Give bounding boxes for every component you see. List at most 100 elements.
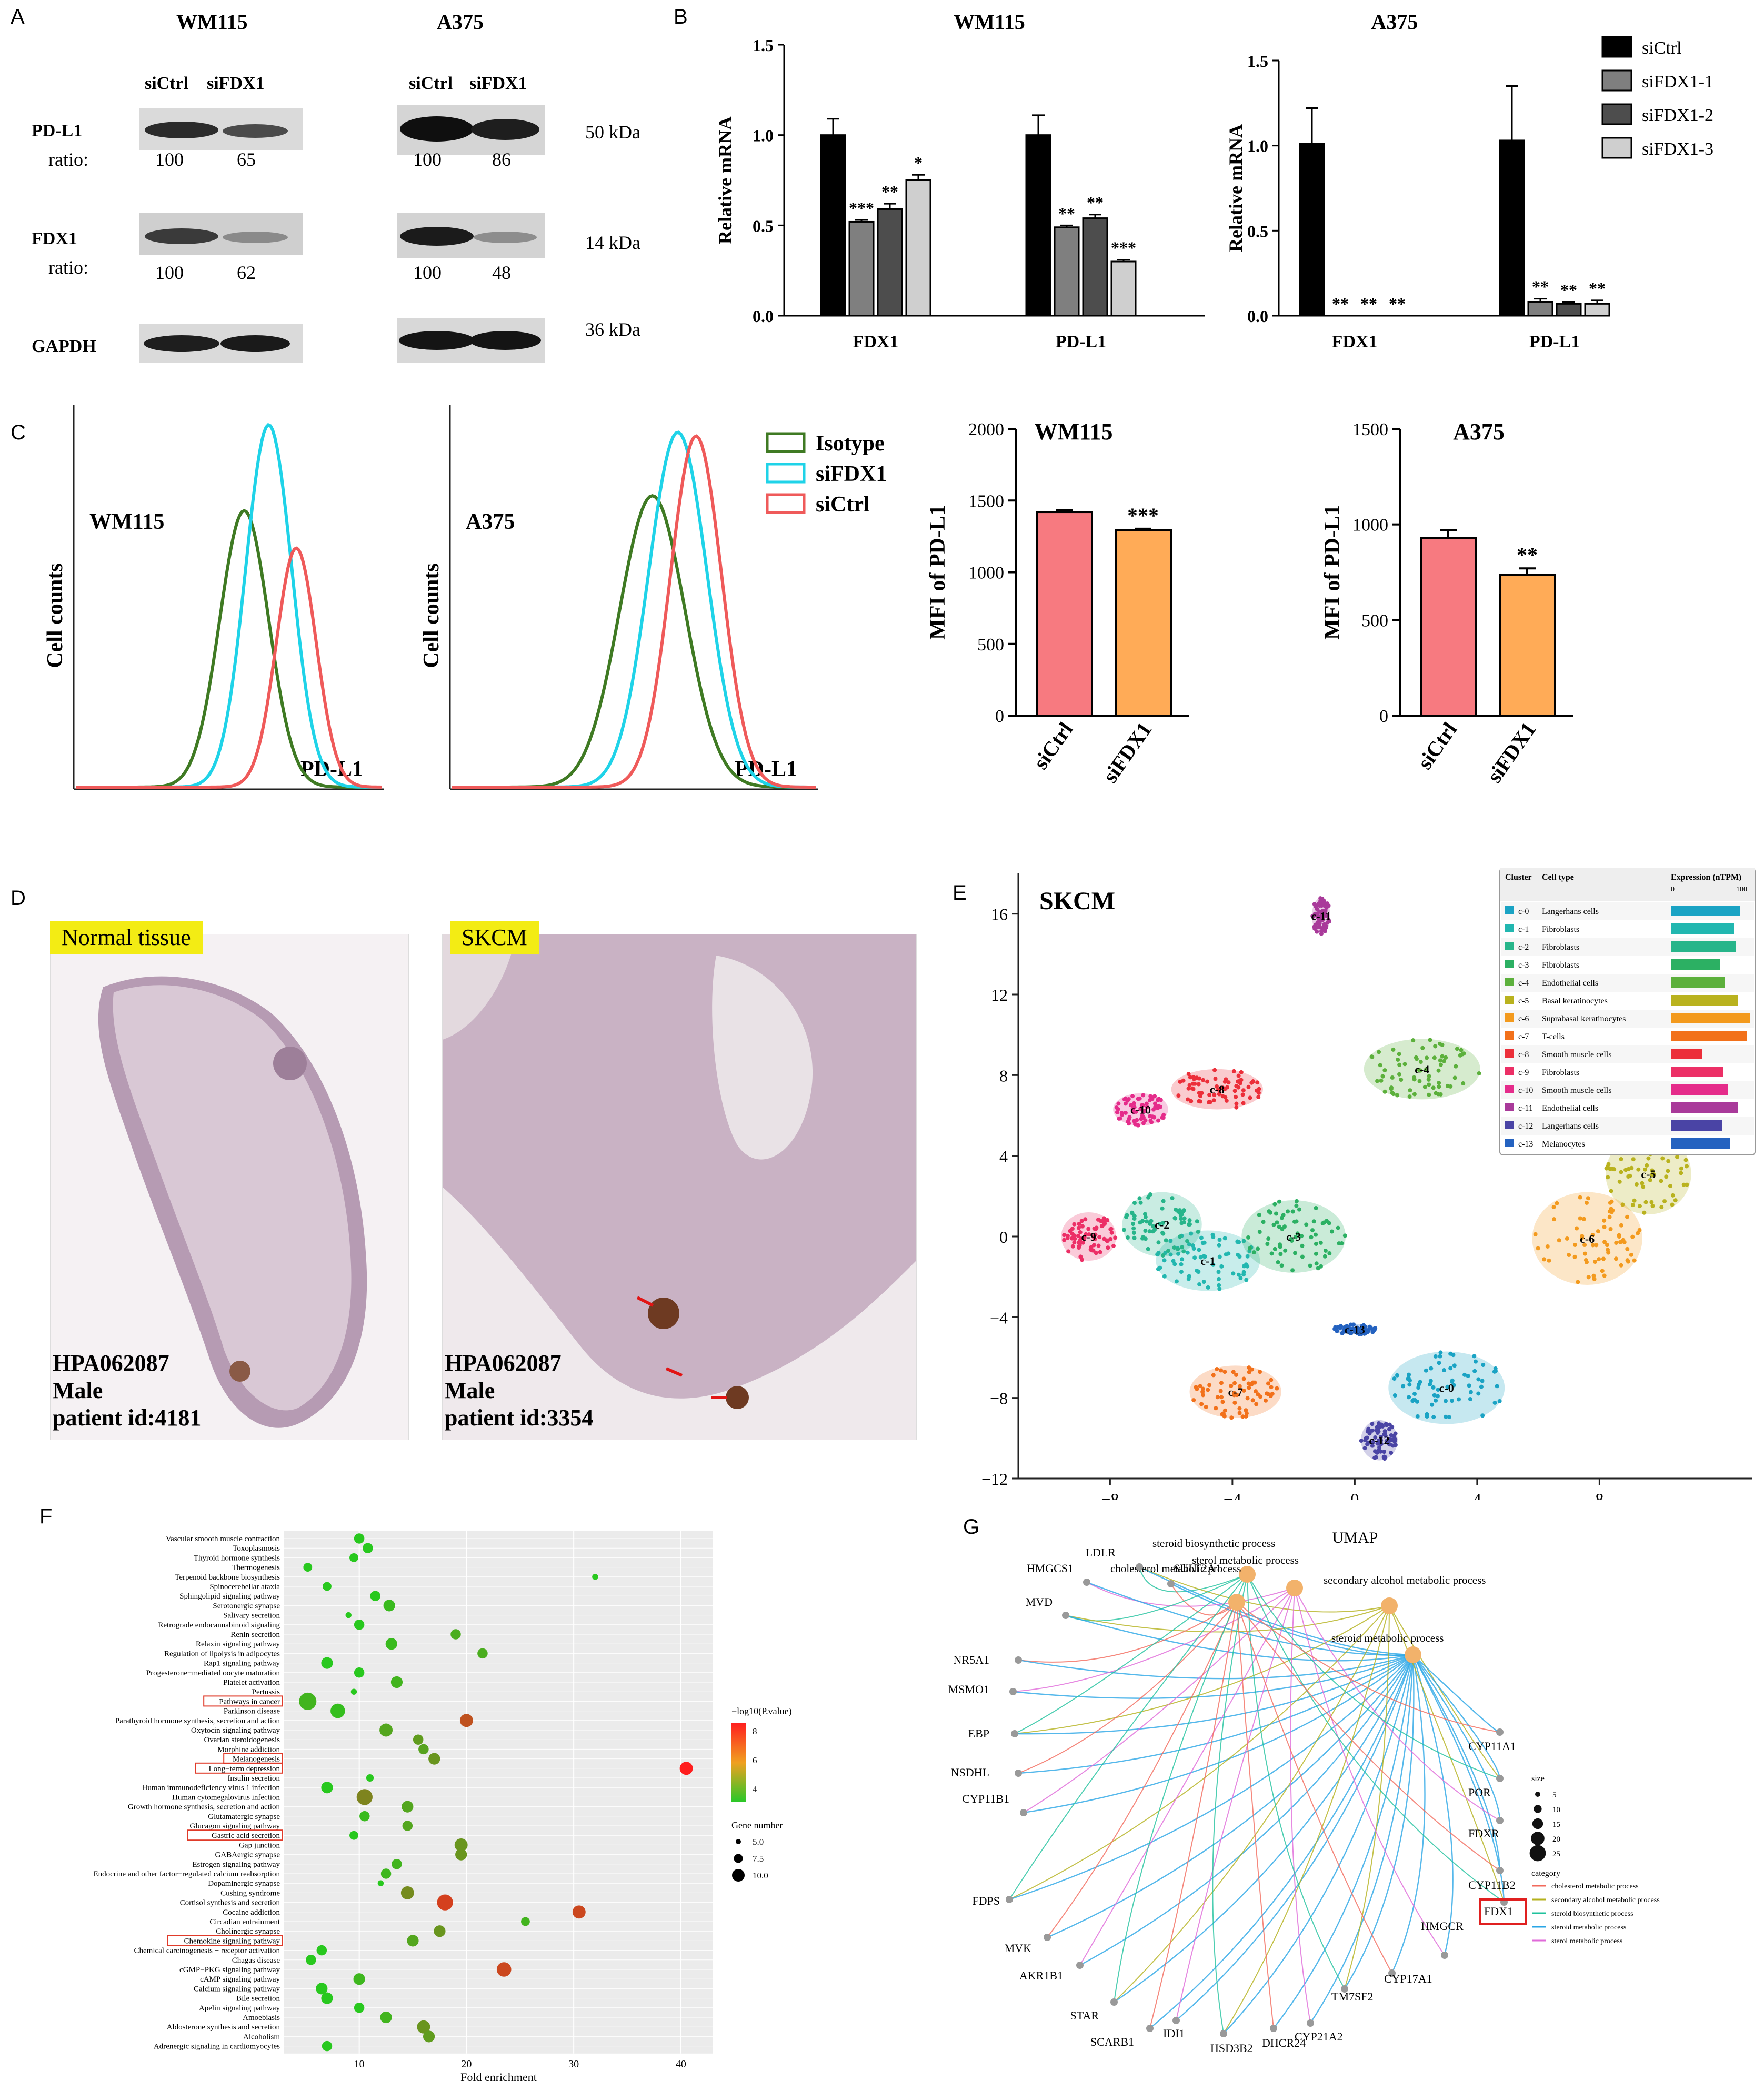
gene-node [1496, 1867, 1504, 1874]
cell-point [1143, 1118, 1148, 1123]
cell-point [1479, 1384, 1484, 1389]
cell-point [1477, 1071, 1481, 1076]
edge [1013, 1654, 1414, 1699]
cell-point [1257, 1087, 1261, 1091]
cell-point [1315, 907, 1320, 912]
cell-point [1152, 1228, 1157, 1232]
x-tick-label: 40 [676, 2058, 686, 2070]
pathway-dot [390, 1676, 403, 1688]
cell-point [1617, 1233, 1621, 1238]
edge [1294, 1587, 1445, 1956]
cell-point [1195, 1219, 1199, 1224]
x-axis-label: Fold enrichment [460, 2070, 537, 2081]
cluster-label: c-5 [1641, 1168, 1656, 1181]
cell-point [1293, 1251, 1298, 1255]
gene-node [1083, 1579, 1090, 1586]
cluster-label: c-2 [1155, 1218, 1169, 1231]
cell-point [1380, 1074, 1385, 1079]
cell-point [1374, 1455, 1378, 1460]
cell-point [1294, 1199, 1299, 1203]
cell-point [1143, 1229, 1148, 1233]
cell-point [1365, 1435, 1369, 1440]
cell-point [1277, 1199, 1281, 1204]
cell-point [1173, 1216, 1178, 1221]
cell-point [1387, 1442, 1391, 1446]
gene-node [1009, 1688, 1017, 1695]
legend-expression-bar [1671, 1120, 1722, 1131]
cell-point [1130, 1107, 1135, 1111]
cell-point [1602, 1273, 1607, 1278]
cell-point [1217, 1243, 1221, 1248]
cell-point [1251, 1250, 1256, 1255]
legend-row-bg [1501, 1045, 1754, 1063]
cell-point [1605, 1243, 1610, 1248]
cell-point [1433, 1044, 1438, 1049]
cell-point [1152, 1101, 1157, 1106]
legend-cluster-id: c-5 [1518, 997, 1529, 1006]
gene-label: MSMO1 [948, 1683, 989, 1696]
x-tick-label: 4 [1473, 1490, 1481, 1500]
cell-point [1324, 926, 1328, 930]
cell-point [1166, 1249, 1170, 1253]
chart-title: A375 [1371, 10, 1418, 34]
cell-point [1236, 1085, 1241, 1090]
edge [1149, 1654, 1414, 2029]
cell-point [1211, 1234, 1216, 1239]
cell-point [1096, 1217, 1100, 1222]
gene-node [1388, 1969, 1396, 1977]
cell-point [1371, 1440, 1376, 1444]
edge [1170, 1583, 1237, 1616]
cell-point [1607, 1214, 1612, 1219]
pathway-dot [354, 1533, 365, 1544]
cell-point [1601, 1256, 1606, 1261]
edge [1079, 1587, 1295, 1966]
panel-label-e: E [953, 881, 967, 904]
lane-label-sictrl-a375: siCtrl [409, 74, 453, 93]
cell-point [1116, 1101, 1121, 1106]
cell-point [1619, 1263, 1623, 1268]
size-legend-dot [1532, 1818, 1544, 1829]
edge [1176, 1654, 1414, 2021]
cell-point [1241, 1264, 1246, 1269]
cell-point [1666, 1159, 1671, 1163]
cell-point [1278, 1252, 1283, 1256]
cell-point [1279, 1263, 1284, 1268]
cell-point [1131, 1101, 1136, 1105]
cell-point [1282, 1224, 1287, 1229]
cell-point [1295, 1231, 1300, 1236]
cell-point [1397, 1072, 1402, 1077]
cell-point [1246, 1084, 1251, 1089]
cell-point [1462, 1372, 1467, 1377]
cell-point [1612, 1167, 1617, 1172]
cell-point [1437, 1084, 1441, 1089]
cell-point [1455, 1047, 1459, 1051]
cell-point [1366, 1441, 1371, 1445]
cell-point [1437, 1361, 1441, 1365]
pathway-dot [303, 1563, 313, 1572]
cell-point [1241, 1239, 1246, 1243]
cell-point [1327, 1221, 1331, 1225]
legend-swatch [1505, 924, 1514, 932]
pathway-label: Salivary secretion [223, 1612, 280, 1620]
cell-point [1377, 1445, 1382, 1450]
cell-point [1222, 1408, 1227, 1413]
pathway-dot [407, 1935, 419, 1947]
legend-cell-type: Smooth muscle cells [1542, 1050, 1611, 1059]
cell-point [1070, 1244, 1075, 1249]
cell-point [1215, 1366, 1219, 1371]
x-tick-label: 20 [461, 2058, 472, 2070]
panel-c-legend: Isotype siFDX1 siCtrl [766, 431, 887, 517]
pathway-dot [521, 1917, 530, 1926]
cell-point [1201, 1393, 1206, 1398]
cell-point [1232, 1089, 1237, 1093]
dotplot-f: 10 20 30 40 Vascular smooth muscle contracti… [93, 1531, 792, 2081]
pathway-dot [592, 1574, 598, 1580]
process-node [1381, 1597, 1398, 1614]
cell-point [1269, 1251, 1274, 1256]
y-axis-label: MFI of PD-L1 [926, 505, 950, 640]
cell-point [1608, 1167, 1612, 1171]
cell-point [1679, 1166, 1683, 1171]
gene-node [1044, 1934, 1051, 1941]
cell-point [1314, 1232, 1318, 1237]
